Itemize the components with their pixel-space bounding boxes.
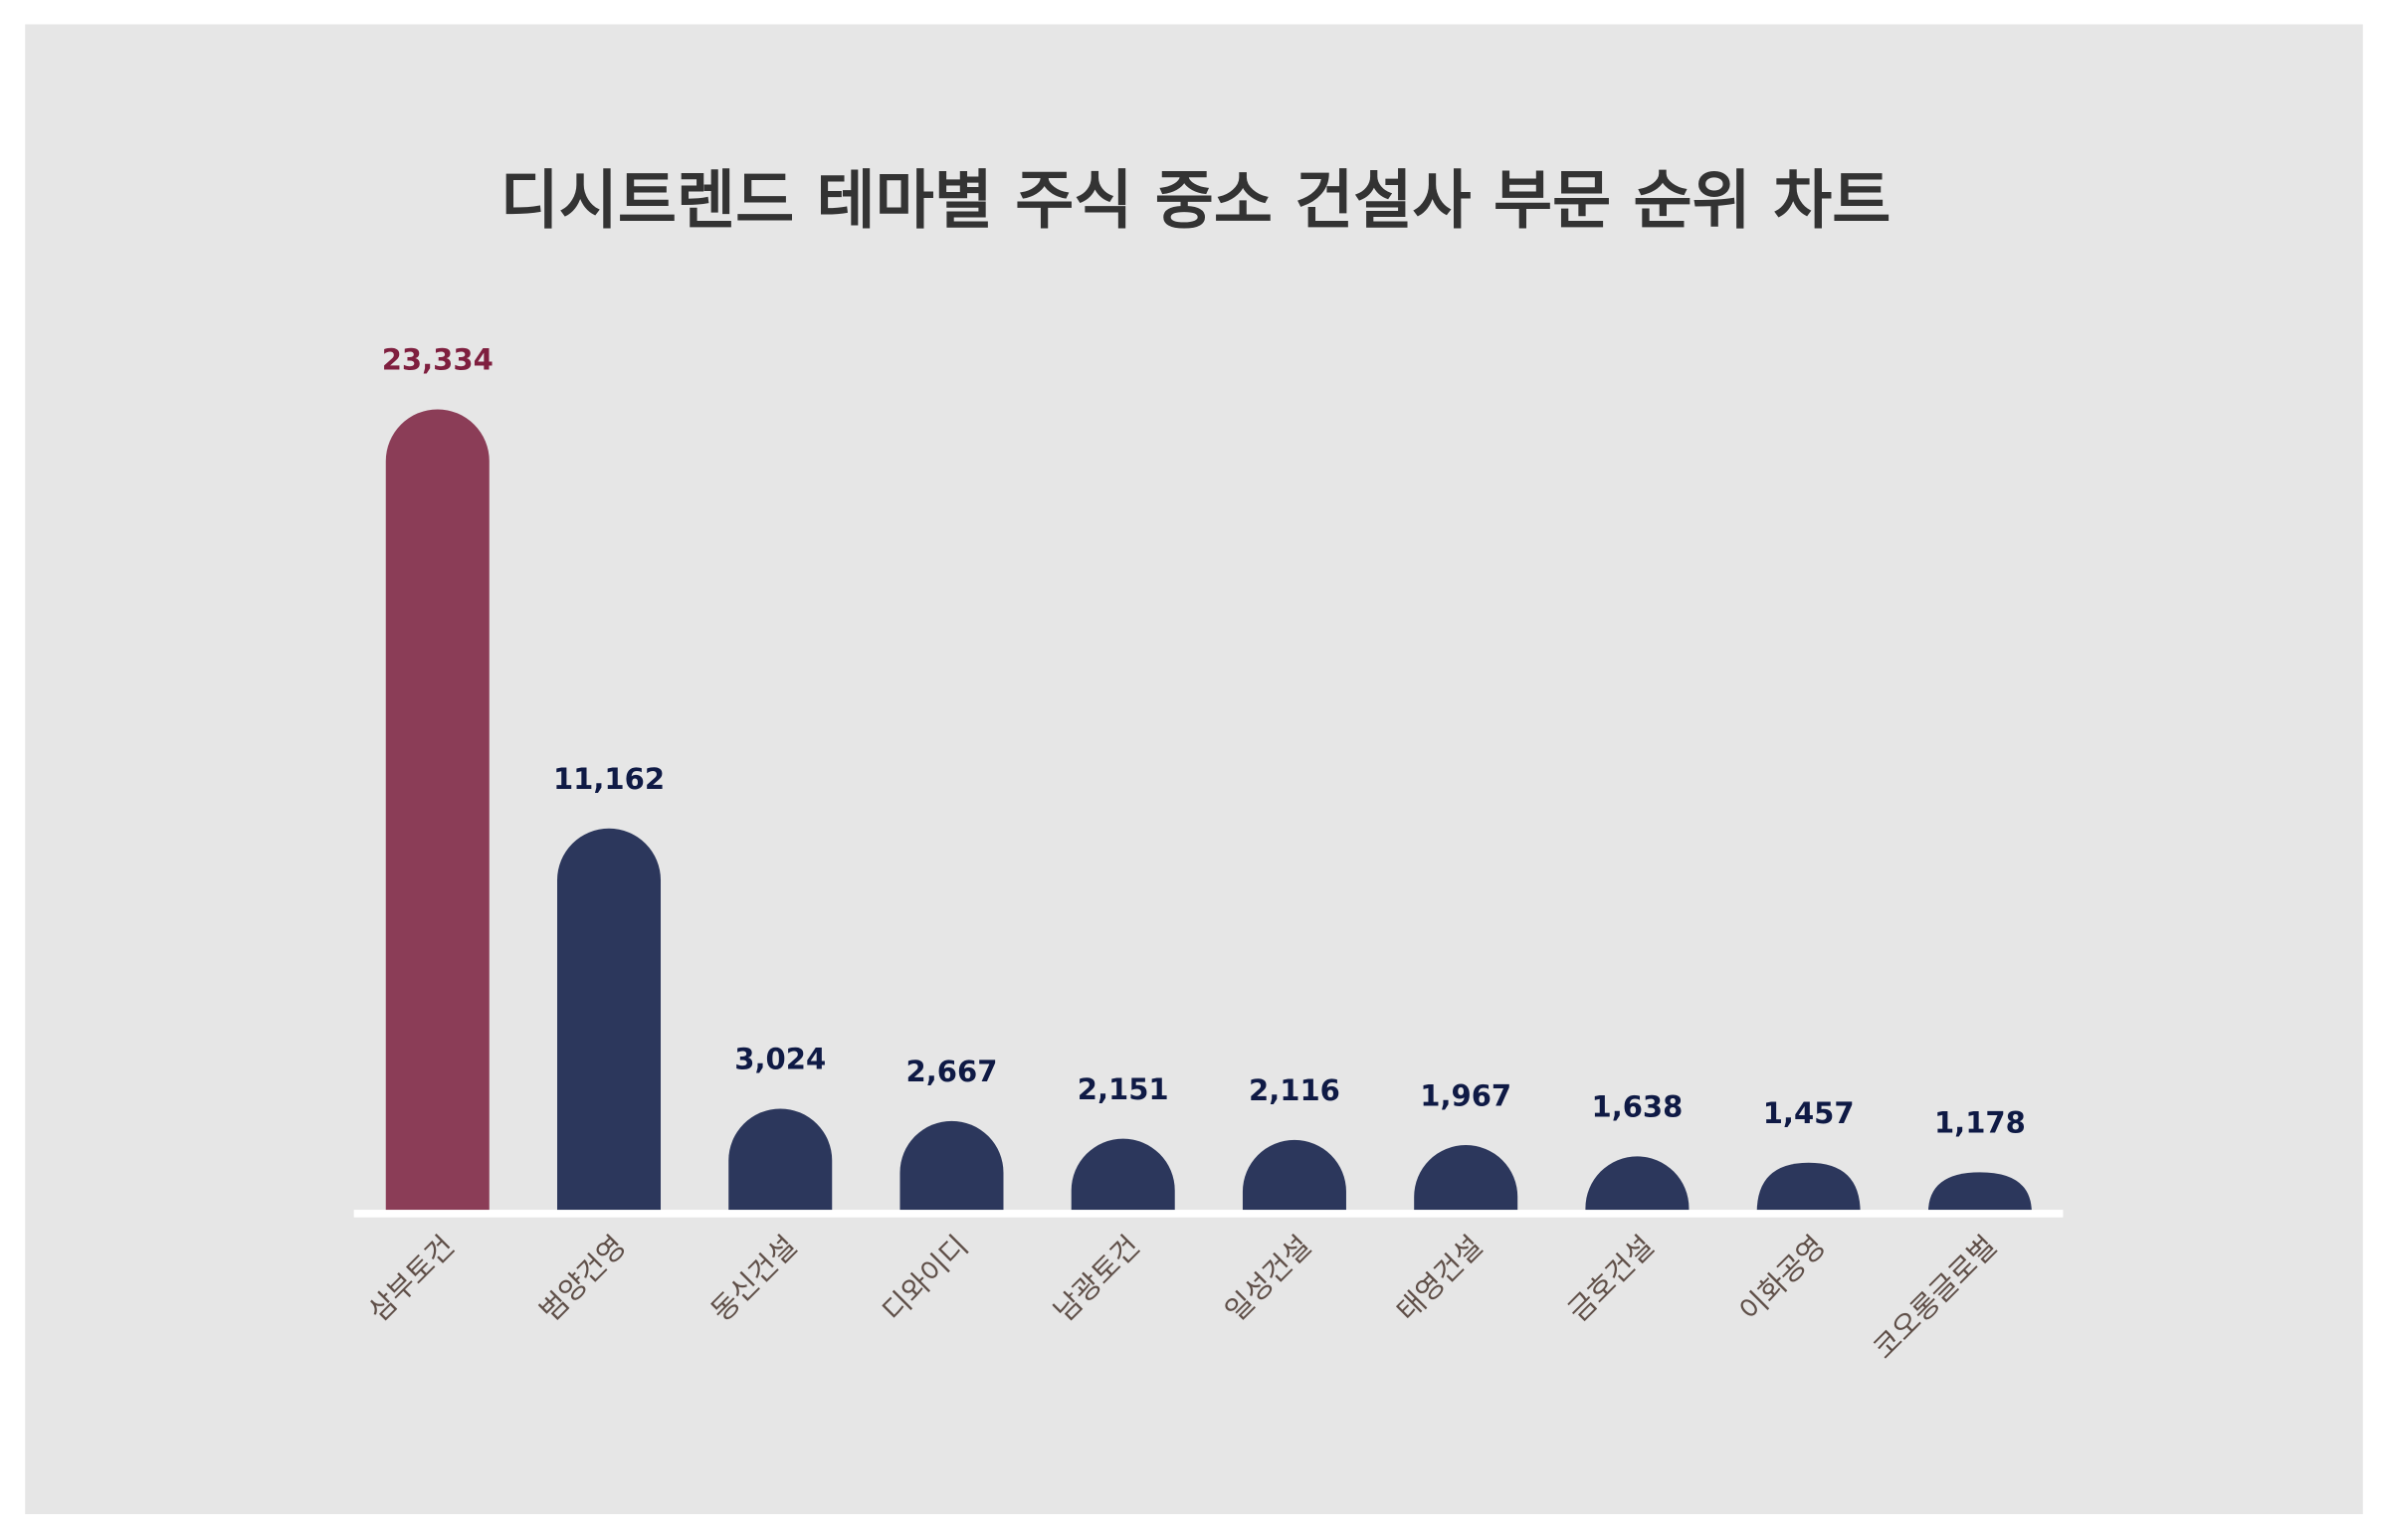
bar-3: [899, 1120, 1004, 1214]
bar-9: [1927, 1172, 2032, 1214]
data-label-7: 1,638: [1591, 1090, 1683, 1124]
data-label-2: 3,024: [734, 1043, 826, 1076]
chart-title: 디시트렌드 테마별 주식 중소 건설사 부문 순위 차트: [500, 163, 1891, 238]
data-label-1: 11,162: [553, 762, 665, 796]
bar-4: [1071, 1138, 1175, 1214]
data-label-4: 2,151: [1078, 1072, 1169, 1106]
data-label-9: 1,178: [1934, 1106, 2026, 1140]
data-label-6: 1,967: [1420, 1078, 1511, 1112]
bar-0: [385, 409, 490, 1214]
data-label-3: 2,667: [906, 1055, 998, 1088]
x-axis-baseline: [353, 1210, 2064, 1218]
bar-1: [556, 828, 662, 1214]
bar-5: [1242, 1139, 1346, 1214]
bar-7: [1585, 1156, 1690, 1214]
bar-8: [1756, 1162, 1861, 1214]
bar-2: [728, 1108, 833, 1214]
data-label-8: 1,457: [1763, 1096, 1855, 1130]
bar-6: [1414, 1145, 1518, 1214]
data-label-5: 2,116: [1249, 1073, 1340, 1107]
data-label-0: 23,334: [382, 343, 494, 377]
